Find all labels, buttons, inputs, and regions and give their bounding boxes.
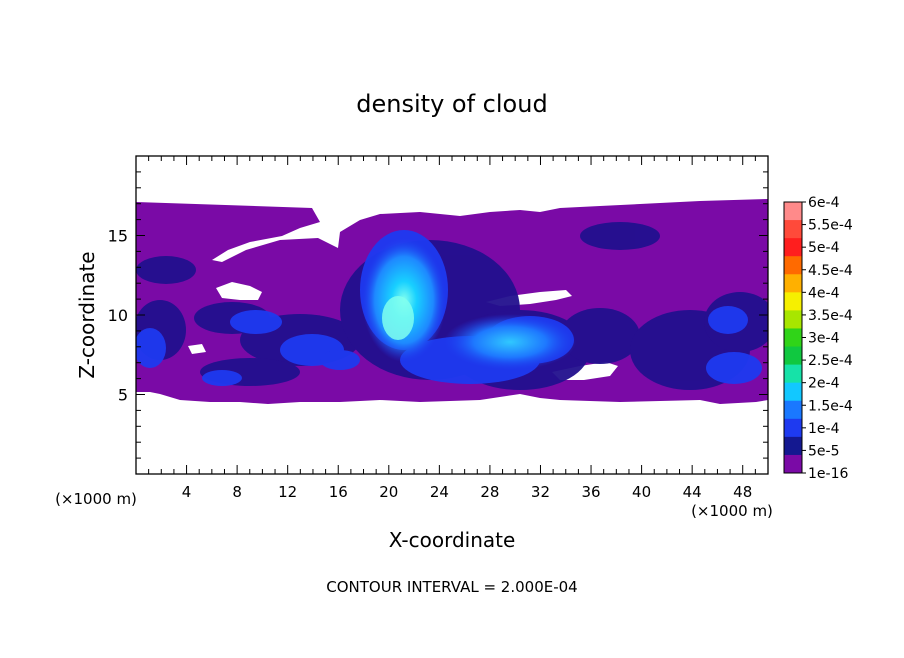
colorbar-label: 2.5e-4 xyxy=(808,353,853,369)
x-tick-label: 44 xyxy=(683,483,702,501)
tail-region xyxy=(444,314,576,370)
colorbar-swatch xyxy=(784,310,802,329)
x-axis-ticks: 4 8 12 16 20 24 28 32 36 40 44 48 xyxy=(148,156,756,501)
colorbar-label: 1e-4 xyxy=(808,421,840,437)
colorbar-swatch xyxy=(784,400,802,420)
colorbar-label: 5e-5 xyxy=(808,443,839,459)
colorbar-swatch xyxy=(784,382,802,402)
colorbar-label: 1e-16 xyxy=(808,466,848,482)
colorbar-label: 1.5e-4 xyxy=(808,398,853,414)
colorbar-label: 4.5e-4 xyxy=(808,263,853,279)
contour-interval-footer: CONTOUR INTERVAL = 2.000E-04 xyxy=(326,578,577,596)
x-tick-label: 12 xyxy=(278,483,297,501)
density-field xyxy=(136,199,768,404)
y-tick-label: 15 xyxy=(108,227,128,246)
colorbar-swatch xyxy=(784,202,802,221)
cloud-gap xyxy=(136,392,156,402)
y-axis-ticks: 5 10 15 xyxy=(108,171,768,459)
x-unit-label-left: (×1000 m) xyxy=(55,490,137,508)
cloud-gap xyxy=(188,344,206,354)
colorbar-label: 2e-4 xyxy=(808,376,840,392)
colorbar-swatch xyxy=(784,220,802,239)
colorbar-label: 4e-4 xyxy=(808,285,840,301)
x-tick-label: 4 xyxy=(182,483,192,501)
y-tick-label: 10 xyxy=(108,306,128,325)
colorbar-swatch xyxy=(784,364,802,384)
colorbar-swatch xyxy=(784,436,802,456)
colorbar-swatch xyxy=(784,274,802,293)
y-axis-label: Z-coordinate xyxy=(75,251,99,378)
colorbar-swatch xyxy=(784,256,802,275)
x-tick-label: 40 xyxy=(632,483,651,501)
x-tick-label: 48 xyxy=(733,483,752,501)
colorbar-swatch xyxy=(784,328,802,348)
x-unit-label-right: (×1000 m) xyxy=(691,502,773,520)
x-tick-label: 16 xyxy=(329,483,348,501)
colorbar: 6e-4 5.5e-4 5e-4 4.5e-4 4e-4 3.5e-4 3e-4 2.5e-4… xyxy=(783,195,853,482)
cloud-gap xyxy=(216,282,262,300)
x-tick-label: 24 xyxy=(430,483,449,501)
colorbar-swatch xyxy=(784,346,802,366)
x-axis-label: X-coordinate xyxy=(389,528,516,552)
x-tick-label: 8 xyxy=(232,483,242,501)
colorbar-label: 6e-4 xyxy=(808,195,840,211)
x-tick-label: 32 xyxy=(531,483,550,501)
x-tick-label: 28 xyxy=(480,483,499,501)
colorbar-swatch xyxy=(784,418,802,438)
x-tick-label: 20 xyxy=(379,483,398,501)
x-tick-label: 36 xyxy=(581,483,600,501)
colorbar-label: 3.5e-4 xyxy=(808,308,853,324)
y-tick-label: 5 xyxy=(118,386,128,405)
colorbar-label: 5e-4 xyxy=(808,240,840,256)
colorbar-swatch xyxy=(784,454,802,474)
colorbar-swatch xyxy=(784,238,802,257)
colorbar-swatch xyxy=(784,292,802,311)
colorbar-label: 3e-4 xyxy=(808,331,840,347)
colorbar-label: 5.5e-4 xyxy=(808,218,853,234)
core-center xyxy=(382,296,414,340)
chart-title: density of cloud xyxy=(356,90,547,118)
